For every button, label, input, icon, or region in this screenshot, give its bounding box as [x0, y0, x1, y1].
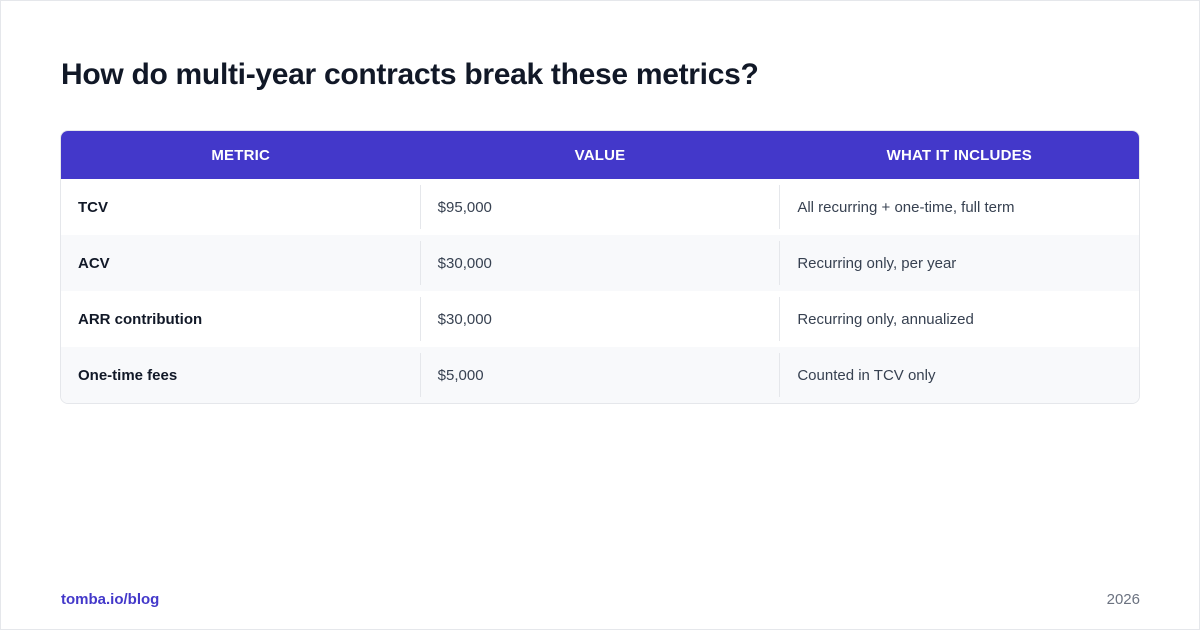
cell-includes: Recurring only, per year [779, 241, 1139, 285]
metrics-table: METRIC VALUE WHAT IT INCLUDES TCV $95,00… [60, 130, 1140, 404]
footer-year: 2026 [1106, 591, 1140, 608]
table-row: One-time fees $5,000 Counted in TCV only [61, 347, 1139, 403]
cell-metric: ARR contribution [78, 310, 203, 328]
column-header-value: VALUE [574, 146, 626, 164]
cell-includes: Recurring only, annualized [779, 297, 1139, 341]
column-header-includes: WHAT IT INCLUDES [886, 146, 1033, 164]
column-header-metric: METRIC [211, 146, 271, 164]
table-header: METRIC VALUE WHAT IT INCLUDES [61, 131, 1139, 179]
table-row: ACV $30,000 Recurring only, per year [61, 235, 1139, 291]
page-title: How do multi-year contracts break these … [61, 58, 759, 91]
cell-metric: ACV [78, 254, 110, 272]
blog-link[interactable]: tomba.io/blog [61, 591, 160, 608]
cell-value: $30,000 [419, 297, 780, 341]
cell-includes: Counted in TCV only [779, 353, 1139, 397]
table-row: TCV $95,000 All recurring + one-time, fu… [61, 179, 1139, 235]
table-row: ARR contribution $30,000 Recurring only,… [61, 291, 1139, 347]
cell-value: $5,000 [419, 353, 780, 397]
cell-value: $95,000 [419, 185, 780, 229]
cell-includes: All recurring + one-time, full term [779, 185, 1139, 229]
cell-metric: TCV [78, 198, 108, 216]
cell-metric: One-time fees [78, 366, 178, 384]
cell-value: $30,000 [419, 241, 780, 285]
